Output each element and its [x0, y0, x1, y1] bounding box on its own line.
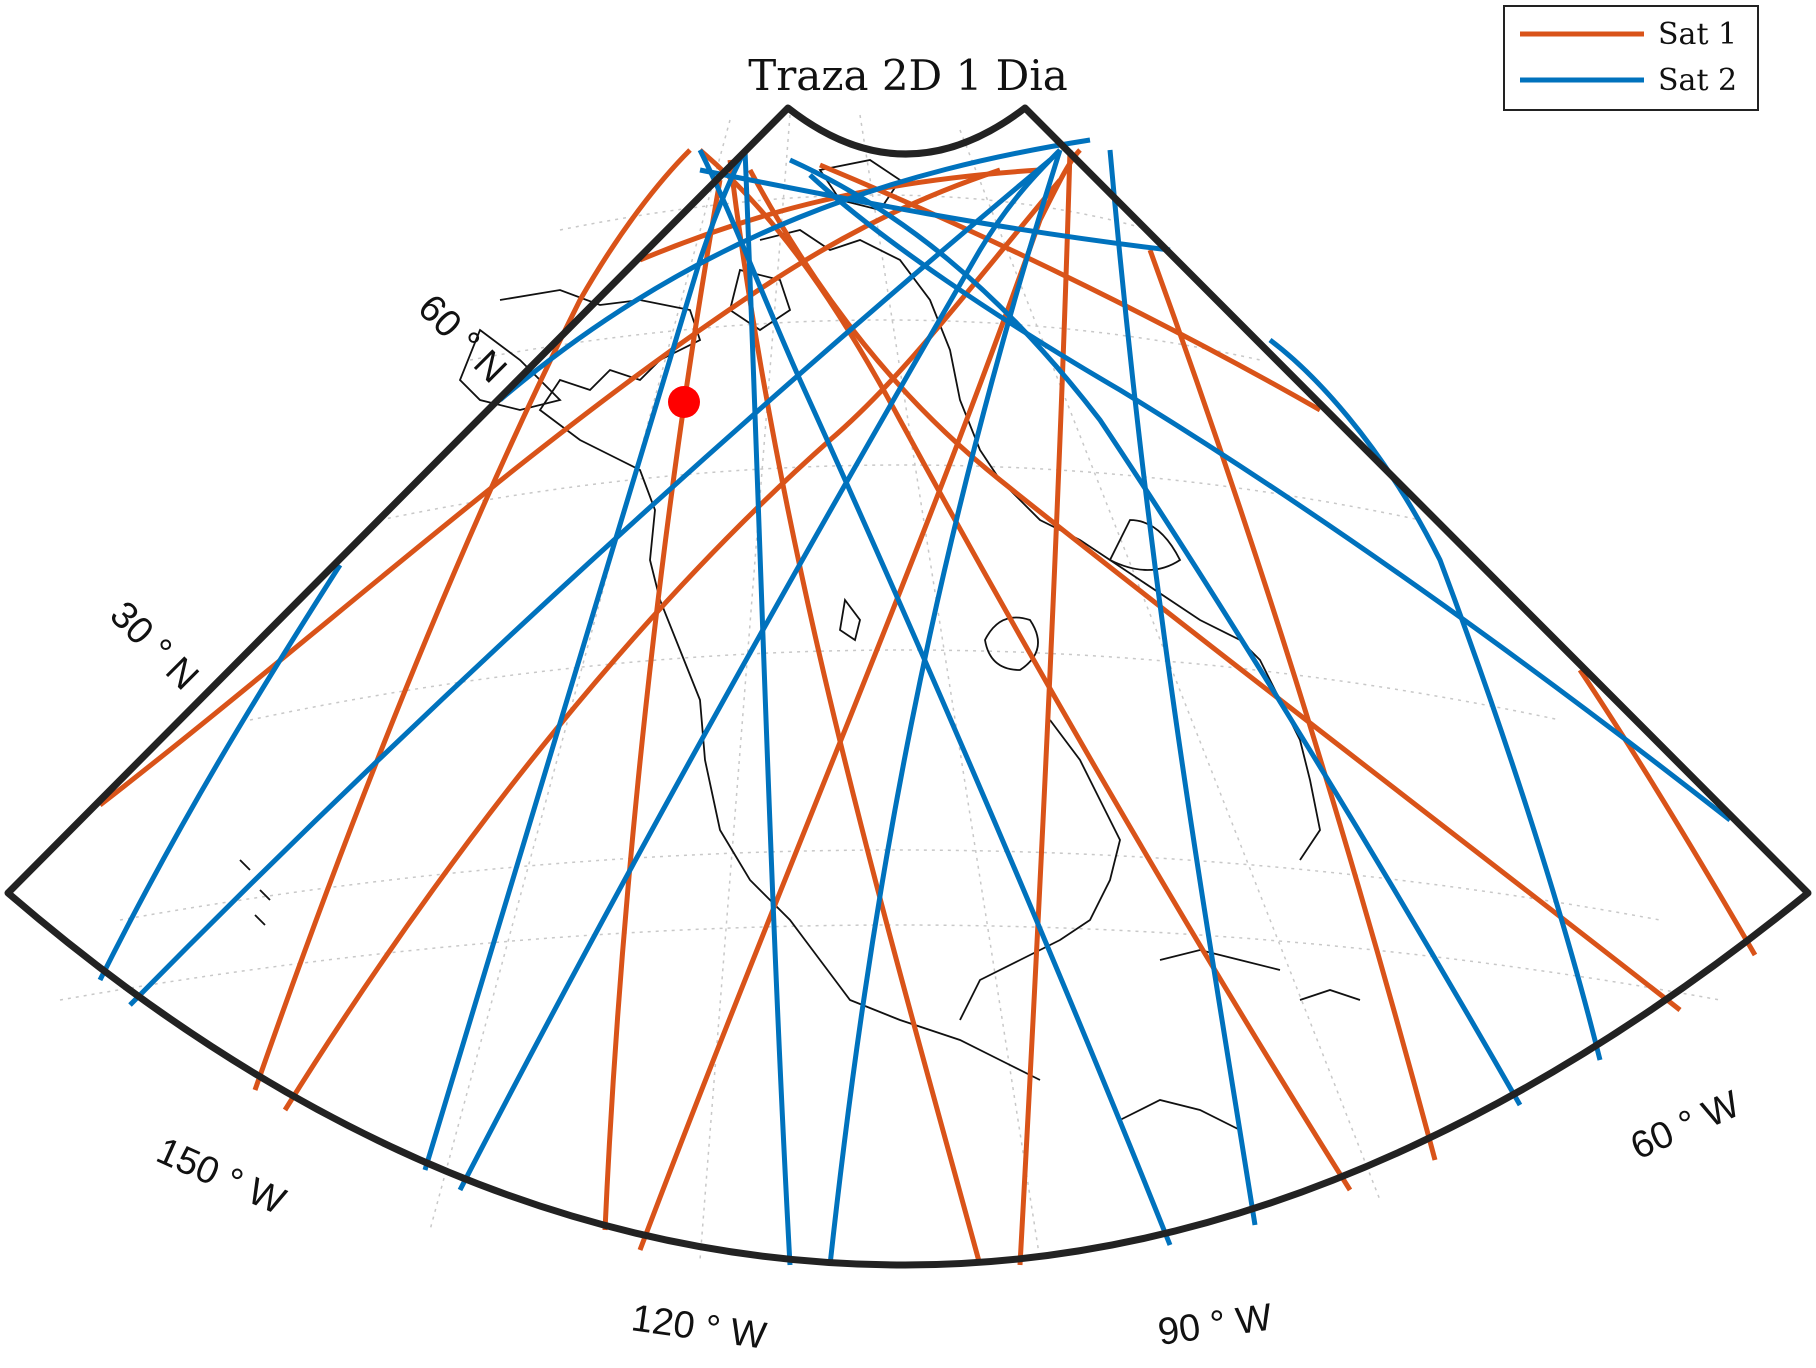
- legend: Sat 1 Sat 2: [1503, 5, 1759, 111]
- sat2-track: [457, 148, 1062, 1192]
- sat2-track: [827, 149, 1063, 1266]
- sat1-track: [727, 159, 983, 1266]
- sat1-track: [1577, 668, 1758, 957]
- sat1-track: [98, 167, 1001, 807]
- legend-label-sat2: Sat 2: [1658, 63, 1737, 98]
- sat2-track: [808, 173, 1732, 822]
- sat2-track: [699, 167, 1171, 253]
- sat1-track: [282, 178, 1062, 1112]
- legend-label-sat1: Sat 1: [1658, 17, 1737, 52]
- sat2-track: [742, 149, 793, 1266]
- sat2-track: [1107, 149, 1258, 1226]
- lat-label-30n: 30 ° N: [102, 594, 207, 699]
- map-frame: [4, 104, 1812, 1269]
- ground-station-marker: [668, 386, 700, 418]
- lon-label-150w: 150 ° W: [150, 1130, 291, 1224]
- legend-box: [1503, 5, 1759, 111]
- sat2-tracks: [97, 137, 1732, 1266]
- sat1-track: [637, 148, 1082, 1251]
- sat1-track: [1147, 249, 1438, 1161]
- sat1-track: [602, 179, 723, 1231]
- sat2-track: [697, 148, 1173, 1246]
- sat2-track: [128, 158, 1052, 1007]
- sat1-track: [819, 162, 1322, 413]
- coastlines: [239, 159, 1361, 1131]
- lon-label-120w: 120 ° W: [629, 1297, 769, 1357]
- lon-label-90w: 90 ° W: [1155, 1296, 1274, 1354]
- map-title: Traza 2D 1 Dia: [748, 51, 1068, 100]
- sat1-tracks: [98, 148, 1758, 1266]
- sat2-track: [97, 563, 343, 982]
- sat1-track: [1017, 149, 1073, 1266]
- graticule: [59, 114, 1721, 1261]
- sat2-track: [788, 157, 1523, 1107]
- sat1-track: [639, 167, 1041, 263]
- sat1-track: [252, 148, 692, 1091]
- sat2-track: [1268, 338, 1603, 1061]
- sat2-track: [498, 137, 1091, 402]
- lon-label-60w: 60 ° W: [1625, 1083, 1747, 1168]
- sat1-track: [747, 168, 1682, 1012]
